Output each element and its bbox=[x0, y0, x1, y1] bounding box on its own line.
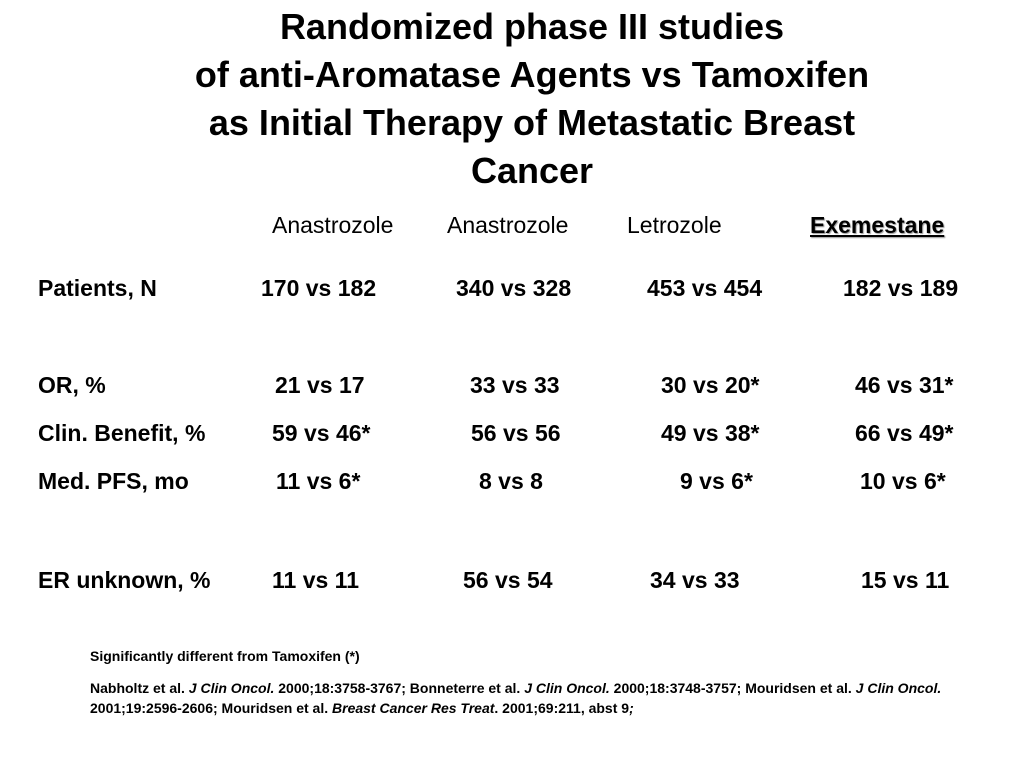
column-header-anastrozole-1: Anastrozole bbox=[272, 212, 394, 238]
references: Nabholtz et al. J Clin Oncol. 2000;18:37… bbox=[90, 678, 970, 718]
row-label-er-unknown: ER unknown, % bbox=[38, 567, 211, 593]
journal-name: Breast Cancer Res Treat bbox=[332, 700, 495, 716]
row-label-clinical-benefit: Clin. Benefit, % bbox=[38, 420, 206, 446]
reference-text: 2001;19:2596-2606; Mouridsen et al. bbox=[90, 700, 333, 716]
table-cell: 59 vs 46* bbox=[272, 420, 371, 446]
column-header-exemestane: Exemestane bbox=[810, 212, 945, 238]
table-cell: 56 vs 56 bbox=[471, 420, 561, 446]
table-cell: 170 vs 182 bbox=[261, 275, 377, 301]
reference-text: Nabholtz et al. bbox=[90, 680, 189, 696]
footnote-significance: Significantly different from Tamoxifen (… bbox=[90, 648, 360, 664]
row-label-median-pfs: Med. PFS, mo bbox=[38, 468, 189, 494]
row-label-patients: Patients, N bbox=[38, 275, 157, 301]
reference-text: . 2001;69:211, abst 9 bbox=[494, 700, 630, 716]
table-cell: 46 vs 31* bbox=[855, 372, 954, 398]
table-cell: 10 vs 6* bbox=[860, 468, 946, 494]
table-cell: 8 vs 8 bbox=[479, 468, 543, 494]
title-line-3: as Initial Therapy of Metastatic Breast bbox=[208, 102, 856, 143]
reference-text: 2000;18:3758-3767; Bonneterre et al. bbox=[274, 680, 525, 696]
table-cell: 49 vs 38* bbox=[661, 420, 760, 446]
journal-name: J Clin Oncol. bbox=[855, 680, 942, 696]
table-cell: 11 vs 6* bbox=[276, 468, 361, 494]
reference-end: ; bbox=[629, 700, 634, 716]
table-cell: 56 vs 54 bbox=[463, 567, 553, 593]
column-header-anastrozole-2: Anastrozole bbox=[447, 212, 569, 238]
journal-name: J Clin Oncol. bbox=[188, 680, 275, 696]
table-cell: 182 vs 189 bbox=[843, 275, 959, 301]
table-cell: 66 vs 49* bbox=[855, 420, 954, 446]
title-line-1: Randomized phase III studies bbox=[279, 6, 785, 47]
journal-name: J Clin Oncol. bbox=[524, 680, 610, 696]
table-cell: 453 vs 454 bbox=[647, 275, 763, 301]
table-cell: 30 vs 20* bbox=[661, 372, 760, 398]
table-cell: 9 vs 6* bbox=[680, 468, 753, 494]
table-cell: 33 vs 33 bbox=[470, 372, 560, 398]
table-cell: 21 vs 17 bbox=[275, 372, 365, 398]
column-header-letrozole: Letrozole bbox=[627, 212, 722, 238]
table-cell: 34 vs 33 bbox=[650, 567, 740, 593]
reference-text: 2000;18:3748-3757; Mouridsen et al. bbox=[609, 680, 856, 696]
table-cell: 15 vs 11 bbox=[861, 567, 950, 593]
row-label-or: OR, % bbox=[38, 372, 106, 398]
title-line-4: Cancer bbox=[470, 150, 594, 191]
title-line-2: of anti-Aromatase Agents vs Tamoxifen bbox=[194, 54, 870, 95]
table-cell: 340 vs 328 bbox=[456, 275, 572, 301]
slide-title: Randomized phase III studies of anti-Aro… bbox=[0, 3, 1024, 195]
table-cell: 11 vs 11 bbox=[272, 567, 359, 593]
